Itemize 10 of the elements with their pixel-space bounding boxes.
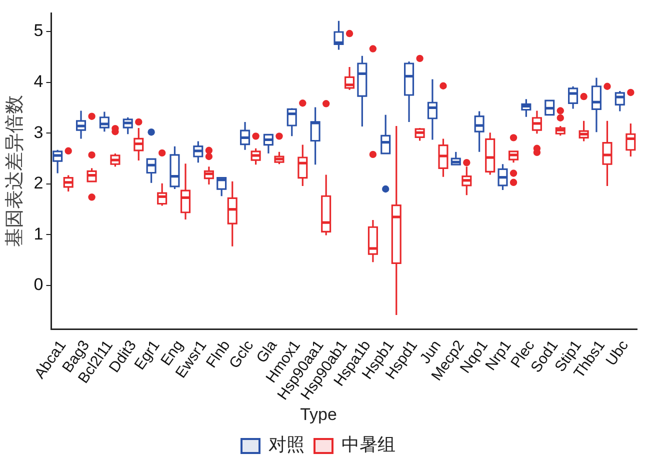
y-axis-title: 基因表达差异倍数	[3, 95, 26, 248]
y-tick-label: 2	[34, 174, 44, 193]
legend-title: Type	[300, 404, 337, 424]
y-tick-label: 4	[34, 72, 44, 91]
y-tick-label: 5	[34, 21, 44, 40]
legend-label: 对照	[268, 434, 304, 456]
y-tick-label: 3	[34, 122, 44, 142]
legend-label: 中暑组	[342, 434, 396, 456]
y-tick-label: 0	[34, 275, 44, 294]
y-tick-label: 1	[34, 224, 44, 244]
